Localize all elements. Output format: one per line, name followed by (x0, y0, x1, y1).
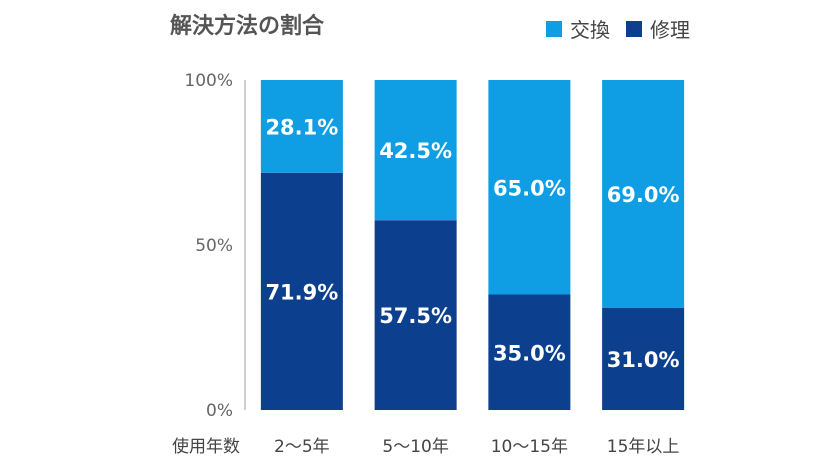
legend-label-shuuri: 修理 (650, 18, 690, 42)
x-axis-label: 使用年数 (172, 436, 240, 457)
x-tick-label: 5〜10年 (382, 437, 448, 457)
x-tick-label: 2〜5年 (274, 437, 330, 457)
legend-swatch-koukan (546, 20, 562, 37)
legend-item-shuuri: 修理 (626, 14, 690, 43)
bar-segment (260, 80, 343, 173)
legend-item-koukan: 交換 (546, 14, 610, 43)
chart-title: 解決方法の割合 (170, 14, 325, 39)
bar-segment (488, 294, 571, 410)
y-tick-label: 100% (184, 71, 233, 91)
data-label: 35.0% (493, 341, 566, 365)
data-label: 69.0% (607, 183, 680, 207)
data-label: 28.1% (265, 115, 338, 139)
legend: 交換 修理 (546, 14, 690, 43)
bar-segment (602, 80, 685, 308)
x-tick-label: 10〜15年 (491, 437, 568, 457)
data-label: 42.5% (379, 139, 452, 163)
legend-swatch-shuuri (626, 20, 642, 37)
bar-segment (260, 172, 343, 410)
legend-label-koukan: 交換 (570, 18, 610, 42)
y-tick-label: 50% (195, 236, 233, 256)
data-label: 65.0% (493, 176, 566, 200)
bar-segment (488, 80, 571, 295)
data-label: 71.9% (265, 280, 338, 304)
data-label: 31.0% (607, 348, 680, 372)
bar-segment (374, 220, 457, 410)
bar-segment (602, 307, 685, 410)
data-label: 57.5% (379, 304, 452, 328)
y-tick-label: 0% (206, 401, 233, 421)
bar-segment (374, 80, 457, 221)
x-tick-label: 15年以上 (607, 437, 680, 457)
